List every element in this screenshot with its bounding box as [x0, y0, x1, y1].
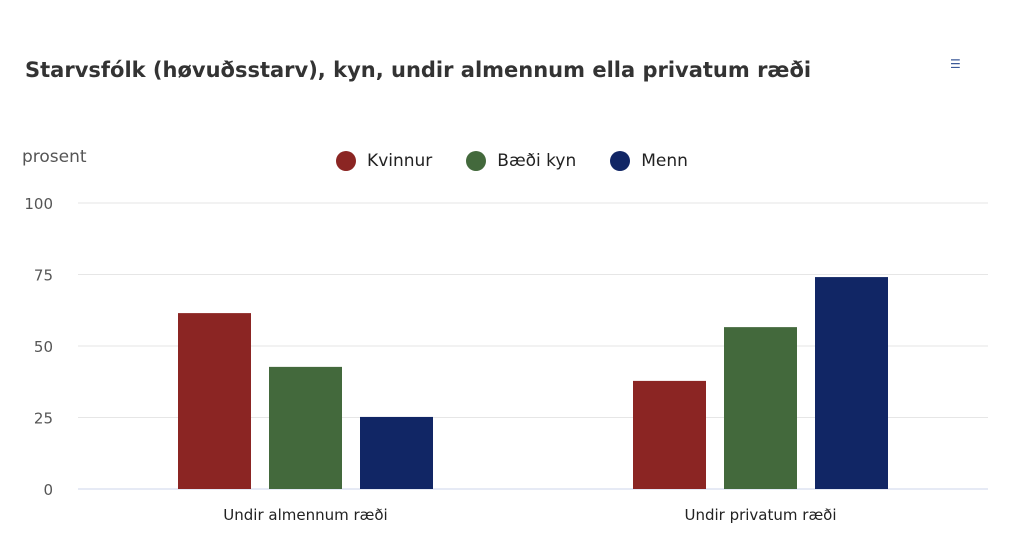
legend-label: Menn [641, 151, 688, 171]
bar[interactable] [178, 313, 251, 489]
bar[interactable] [269, 366, 342, 489]
x-tick-label: Undir privatum ræði [684, 506, 836, 524]
legend-item-baedi-kyn[interactable]: Bæði kyn [466, 151, 576, 171]
x-tick-label: Undir almennum ræði [223, 506, 387, 524]
legend-item-menn[interactable]: Menn [610, 151, 688, 171]
bar[interactable] [724, 327, 797, 489]
bar[interactable] [815, 277, 888, 489]
legend-label: Kvinnur [367, 151, 433, 171]
y-tick-label: 50 [34, 338, 53, 356]
bar[interactable] [633, 380, 706, 489]
y-tick-label: 75 [34, 267, 53, 285]
chart-title: Starvsfólk (høvuðsstarv), kyn, undir alm… [25, 58, 812, 82]
y-tick-label: 100 [24, 195, 53, 213]
legend: Kvinnur Bæði kyn Menn [0, 151, 1024, 171]
y-axis-label: prosent [22, 147, 87, 167]
legend-label: Bæði kyn [497, 151, 577, 171]
legend-marker [466, 151, 487, 171]
y-tick-label: 25 [34, 410, 53, 428]
legend-item-kvinnur[interactable]: Kvinnur [336, 151, 432, 171]
legend-marker [336, 151, 357, 171]
hamburger-menu-icon[interactable]: ☰ [950, 57, 961, 71]
legend-marker [610, 151, 631, 171]
y-tick-label: 0 [43, 481, 53, 499]
bar[interactable] [360, 416, 433, 489]
